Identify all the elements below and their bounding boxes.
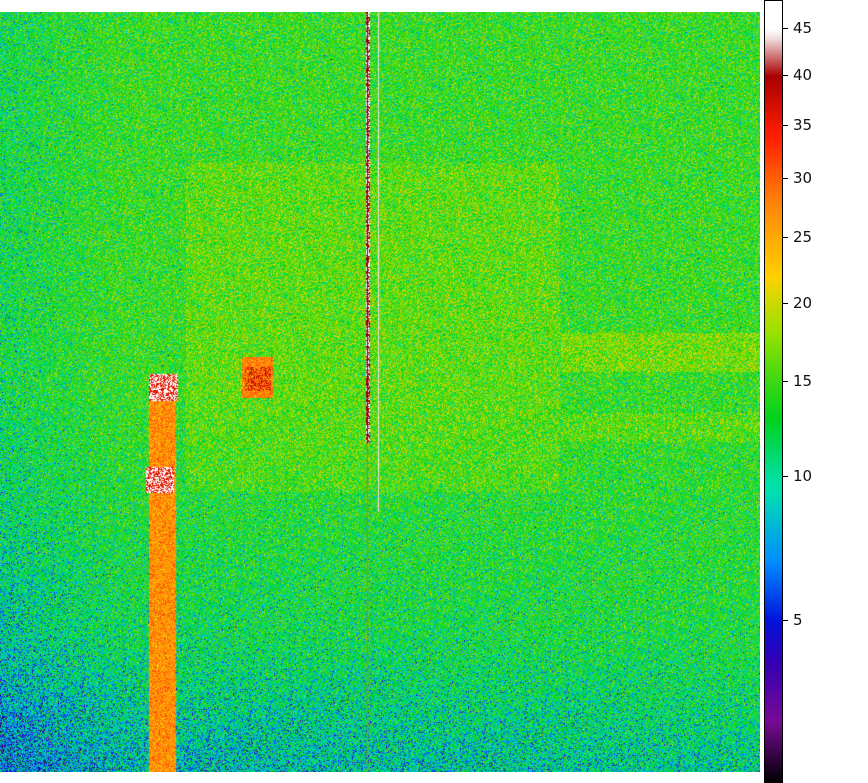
colorbar [764, 0, 783, 783]
colorbar-tick-label: 25 [793, 228, 813, 246]
colorbar-tick-label: 20 [793, 294, 813, 312]
colorbar-tick-label: 45 [793, 19, 813, 37]
colorbar-tick-label: 40 [793, 66, 813, 84]
colorbar-tick-label: 30 [793, 169, 813, 187]
colorbar-tick [783, 178, 788, 179]
colorbar-tick [783, 303, 788, 304]
colorbar-tick [783, 620, 788, 621]
colorbar-tick [783, 237, 788, 238]
colorbar-tick-label: 35 [793, 116, 813, 134]
colorbar-tick-label: 5 [793, 611, 803, 629]
colorbar-tick-label: 10 [793, 467, 813, 485]
colorbar-tick-label: 15 [793, 372, 813, 390]
colorbar-tick [783, 125, 788, 126]
colorbar-tick [783, 476, 788, 477]
colorbar-tick [783, 28, 788, 29]
heatmap-image [0, 12, 760, 772]
colorbar-tick [783, 75, 788, 76]
colorbar-tick [783, 381, 788, 382]
